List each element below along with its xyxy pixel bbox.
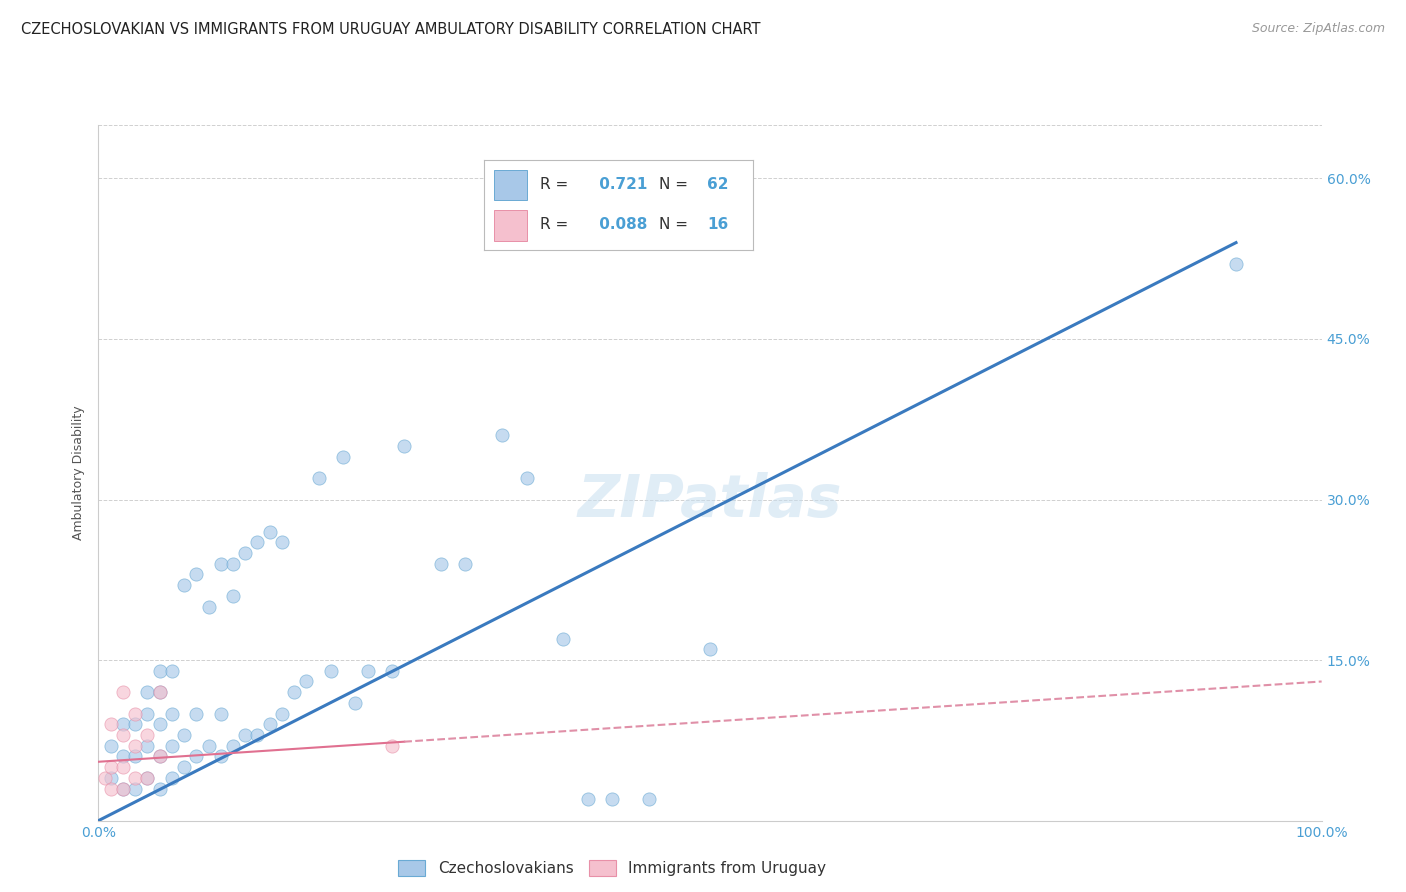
Text: N =: N = bbox=[658, 218, 693, 232]
Point bbox=[160, 739, 183, 753]
Point bbox=[356, 664, 378, 678]
Point bbox=[222, 739, 245, 753]
Point bbox=[173, 760, 195, 774]
Point bbox=[491, 428, 513, 442]
FancyBboxPatch shape bbox=[495, 211, 527, 241]
Point bbox=[149, 664, 172, 678]
Point bbox=[124, 739, 146, 753]
Point bbox=[149, 749, 172, 764]
Point bbox=[553, 632, 575, 646]
Point bbox=[454, 557, 477, 571]
Point bbox=[246, 535, 269, 549]
Text: 16: 16 bbox=[707, 218, 728, 232]
Point bbox=[222, 557, 245, 571]
Point bbox=[270, 706, 294, 721]
Point bbox=[100, 717, 122, 731]
Point bbox=[295, 674, 318, 689]
Point bbox=[111, 760, 134, 774]
Point bbox=[149, 717, 172, 731]
Point bbox=[111, 728, 134, 742]
Point bbox=[111, 685, 134, 699]
Point bbox=[136, 771, 159, 785]
Text: R =: R = bbox=[540, 178, 574, 193]
Point bbox=[233, 546, 256, 560]
Point bbox=[222, 589, 245, 603]
Point bbox=[283, 685, 305, 699]
Text: ZIPatlas: ZIPatlas bbox=[578, 472, 842, 529]
Point bbox=[100, 739, 122, 753]
Point bbox=[186, 567, 208, 582]
Point bbox=[209, 749, 232, 764]
Point bbox=[124, 749, 146, 764]
Point bbox=[515, 471, 537, 485]
Point bbox=[124, 706, 146, 721]
Point bbox=[111, 717, 134, 731]
Point bbox=[381, 664, 404, 678]
Y-axis label: Ambulatory Disability: Ambulatory Disability bbox=[72, 406, 86, 540]
Point bbox=[600, 792, 623, 806]
Text: R =: R = bbox=[540, 218, 574, 232]
Point bbox=[93, 771, 115, 785]
Point bbox=[186, 706, 208, 721]
Point bbox=[149, 749, 172, 764]
Point bbox=[160, 664, 183, 678]
Point bbox=[270, 535, 294, 549]
Point bbox=[1225, 257, 1247, 271]
Point bbox=[136, 706, 159, 721]
Point bbox=[246, 728, 269, 742]
Legend: Czechoslovakians, Immigrants from Uruguay: Czechoslovakians, Immigrants from Urugua… bbox=[392, 855, 832, 882]
Point bbox=[149, 781, 172, 796]
Point bbox=[111, 781, 134, 796]
FancyBboxPatch shape bbox=[495, 169, 527, 201]
Point bbox=[308, 471, 330, 485]
Point bbox=[209, 706, 232, 721]
Text: N =: N = bbox=[658, 178, 693, 193]
Point bbox=[638, 792, 661, 806]
Point bbox=[136, 739, 159, 753]
Point bbox=[699, 642, 721, 657]
Point bbox=[173, 728, 195, 742]
Point bbox=[100, 781, 122, 796]
Point bbox=[100, 771, 122, 785]
Point bbox=[344, 696, 367, 710]
Point bbox=[100, 760, 122, 774]
Point bbox=[197, 739, 219, 753]
Point bbox=[160, 706, 183, 721]
Point bbox=[233, 728, 256, 742]
Text: Source: ZipAtlas.com: Source: ZipAtlas.com bbox=[1251, 22, 1385, 36]
Point bbox=[124, 717, 146, 731]
Point bbox=[259, 524, 281, 539]
Point bbox=[332, 450, 354, 464]
Point bbox=[149, 685, 172, 699]
Point bbox=[173, 578, 195, 592]
Point bbox=[259, 717, 281, 731]
Point bbox=[160, 771, 183, 785]
Point bbox=[136, 685, 159, 699]
Point bbox=[149, 685, 172, 699]
Text: 62: 62 bbox=[707, 178, 728, 193]
Point bbox=[319, 664, 342, 678]
Point bbox=[576, 792, 599, 806]
Point bbox=[136, 728, 159, 742]
Point bbox=[124, 781, 146, 796]
Point bbox=[124, 771, 146, 785]
Text: 0.088: 0.088 bbox=[595, 218, 647, 232]
Point bbox=[392, 439, 416, 453]
Point bbox=[136, 771, 159, 785]
Point bbox=[111, 749, 134, 764]
Point bbox=[430, 557, 453, 571]
Point bbox=[197, 599, 219, 614]
Point bbox=[209, 557, 232, 571]
Point bbox=[381, 739, 404, 753]
Point bbox=[186, 749, 208, 764]
Text: 0.721: 0.721 bbox=[595, 178, 647, 193]
Text: CZECHOSLOVAKIAN VS IMMIGRANTS FROM URUGUAY AMBULATORY DISABILITY CORRELATION CHA: CZECHOSLOVAKIAN VS IMMIGRANTS FROM URUGU… bbox=[21, 22, 761, 37]
Point bbox=[111, 781, 134, 796]
